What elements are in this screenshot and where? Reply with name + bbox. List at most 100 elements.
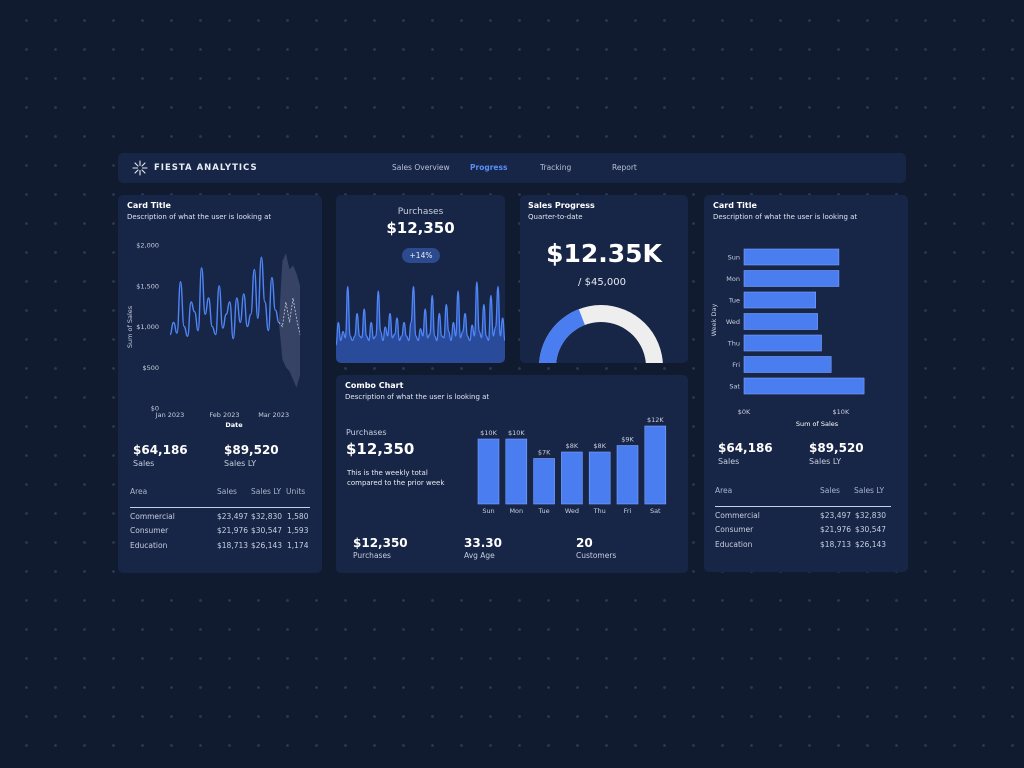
combo-bar: [616, 445, 639, 505]
nav-sales-overview[interactable]: Sales Overview: [392, 163, 450, 172]
weekday-bar: [743, 291, 816, 309]
progress-value: $12.35K: [546, 239, 662, 268]
col-sales: Sales: [820, 486, 840, 495]
cell-sales: $18,713: [217, 540, 249, 550]
nav-report[interactable]: Report: [612, 163, 637, 172]
table-row[interactable]: Education $18,713 $26,143: [715, 540, 891, 555]
forecast-line: [278, 297, 301, 335]
col-sales: Sales: [217, 487, 237, 496]
purchases-label: Purchases: [397, 207, 444, 217]
y-tick-label: Wed: [726, 318, 740, 326]
y-tick-label: $0: [151, 405, 159, 413]
sales-kpi-value: $64,186: [133, 443, 188, 457]
table-row[interactable]: Consumer $21,976 $30,547 1,593: [130, 526, 310, 541]
x-tick-label: $0K: [738, 408, 751, 416]
x-tick-label: Thu: [593, 507, 606, 515]
change-badge: +14%: [402, 248, 440, 263]
y-tick-label: Mon: [726, 275, 740, 283]
cell-area: Education: [715, 539, 753, 549]
y-tick-label: Fri: [732, 361, 740, 369]
y-tick-label: Sun: [728, 254, 740, 262]
col-units: Units: [286, 487, 306, 496]
combo-chart-card: Combo Chart Description of what the user…: [336, 375, 688, 573]
stat-customers-label: Customers: [576, 551, 617, 560]
area-sales-table: Area Sales Sales LY Commercial $23,497 $…: [715, 486, 891, 554]
nav-tracking[interactable]: Tracking: [540, 163, 572, 172]
table-row[interactable]: Education $18,713 $26,143 1,174: [130, 541, 310, 556]
combo-bar-chart: $10K Sun $10K Mon $7K Tue $8K Wed $8K Thu $9K Fri $1…: [477, 416, 667, 515]
table-divider: [715, 505, 891, 507]
combo-bar: [477, 438, 500, 505]
combo-bar: [561, 451, 583, 505]
table-divider: [130, 506, 310, 508]
weekday-bar: [743, 313, 818, 330]
stat-avg-age-value: 33.30: [464, 536, 502, 550]
bar-data-label: $12K: [647, 416, 664, 424]
col-sales-ly: Sales LY: [251, 487, 282, 496]
x-tick-label: Feb 2023: [209, 411, 239, 419]
weekday-bar: [743, 377, 865, 395]
x-tick-label: Sun: [482, 507, 494, 515]
cell-sales-ly: $30,547: [251, 526, 283, 535]
area-sales-table: Area Sales Sales LY Units Commercial $23…: [130, 487, 310, 555]
sales-kpi-value: $64,186: [718, 441, 773, 455]
col-area: Area: [715, 486, 733, 495]
x-axis-title: Date: [225, 421, 243, 429]
progress-target: / $45,000: [578, 277, 626, 288]
nav-progress[interactable]: Progress: [470, 163, 508, 172]
bar-data-label: $10K: [480, 429, 497, 437]
stat-customers-value: 20: [576, 536, 593, 550]
cell-area: Education: [130, 540, 168, 550]
cell-units: 1,174: [287, 540, 309, 550]
table-header: Area Sales Sales LY: [715, 486, 891, 501]
x-axis-title: Sum of Sales: [796, 420, 839, 428]
cell-units: 1,593: [287, 526, 309, 535]
bar-data-label: $9K: [621, 436, 634, 444]
cell-sales-ly: $26,143: [251, 540, 283, 550]
weekday-bar-card: Card Title Description of what the user …: [704, 195, 908, 572]
sales-series-line: [169, 256, 280, 340]
combo-purchases-value: $12,350: [346, 440, 415, 458]
cell-area: Consumer: [130, 526, 169, 535]
cell-sales-ly: $26,143: [855, 539, 887, 549]
cell-sales: $23,497: [820, 510, 852, 520]
gauge-fill: [539, 309, 585, 363]
sales-ly-kpi-label: Sales LY: [809, 457, 842, 466]
weekday-bar: [743, 248, 840, 266]
cell-area: Consumer: [715, 525, 754, 534]
x-tick-label: Tue: [538, 507, 550, 515]
progress-gauge: [539, 305, 663, 363]
brand-logo[interactable]: FIESTA ANALYTICS: [132, 160, 258, 176]
card-title: Card Title: [127, 201, 171, 210]
combo-bar: [505, 438, 528, 505]
cell-sales-ly: $32,830: [855, 510, 887, 520]
card-description: Description of what the user is looking …: [127, 213, 272, 221]
cell-sales: $21,976: [217, 526, 249, 535]
purchases-card: Purchases $12,350 +14%: [336, 195, 505, 363]
sales-kpi-label: Sales: [718, 457, 740, 466]
combo-note: This is the weekly total compared to the…: [347, 469, 445, 487]
x-tick-label: Mar 2023: [258, 411, 289, 419]
y-axis-title: Week Day: [710, 303, 718, 336]
weekday-bar-chart: Sun Mon Tue Wed Thu Fri Sat $0K $10K Sum of Sales…: [710, 248, 865, 428]
table-row[interactable]: Commercial $23,497 $32,830 1,580: [130, 512, 310, 527]
y-tick-label: $1,000: [136, 323, 159, 331]
x-tick-label: Fri: [624, 507, 632, 515]
table-row[interactable]: Commercial $23,497 $32,830: [715, 511, 891, 526]
sales-ly-kpi-label: Sales LY: [224, 459, 257, 468]
sales-kpi-label: Sales: [133, 459, 155, 468]
bar-data-label: $10K: [508, 429, 525, 437]
top-navbar: FIESTA ANALYTICS Sales Overview Progress…: [118, 153, 906, 183]
sparkle-icon: [132, 160, 148, 176]
combo-bar: [533, 458, 555, 505]
table-row[interactable]: Consumer $21,976 $30,547: [715, 525, 891, 540]
y-tick-label: $2,000: [136, 242, 159, 250]
y-tick-label: Tue: [728, 297, 740, 305]
card-title: Combo Chart: [345, 381, 404, 390]
weekday-bar: [743, 356, 832, 373]
sales-ly-kpi-value: $89,520: [224, 443, 279, 457]
stat-avg-age-label: Avg Age: [464, 551, 495, 560]
col-area: Area: [130, 487, 148, 496]
cell-sales-ly: $32,830: [251, 511, 283, 521]
